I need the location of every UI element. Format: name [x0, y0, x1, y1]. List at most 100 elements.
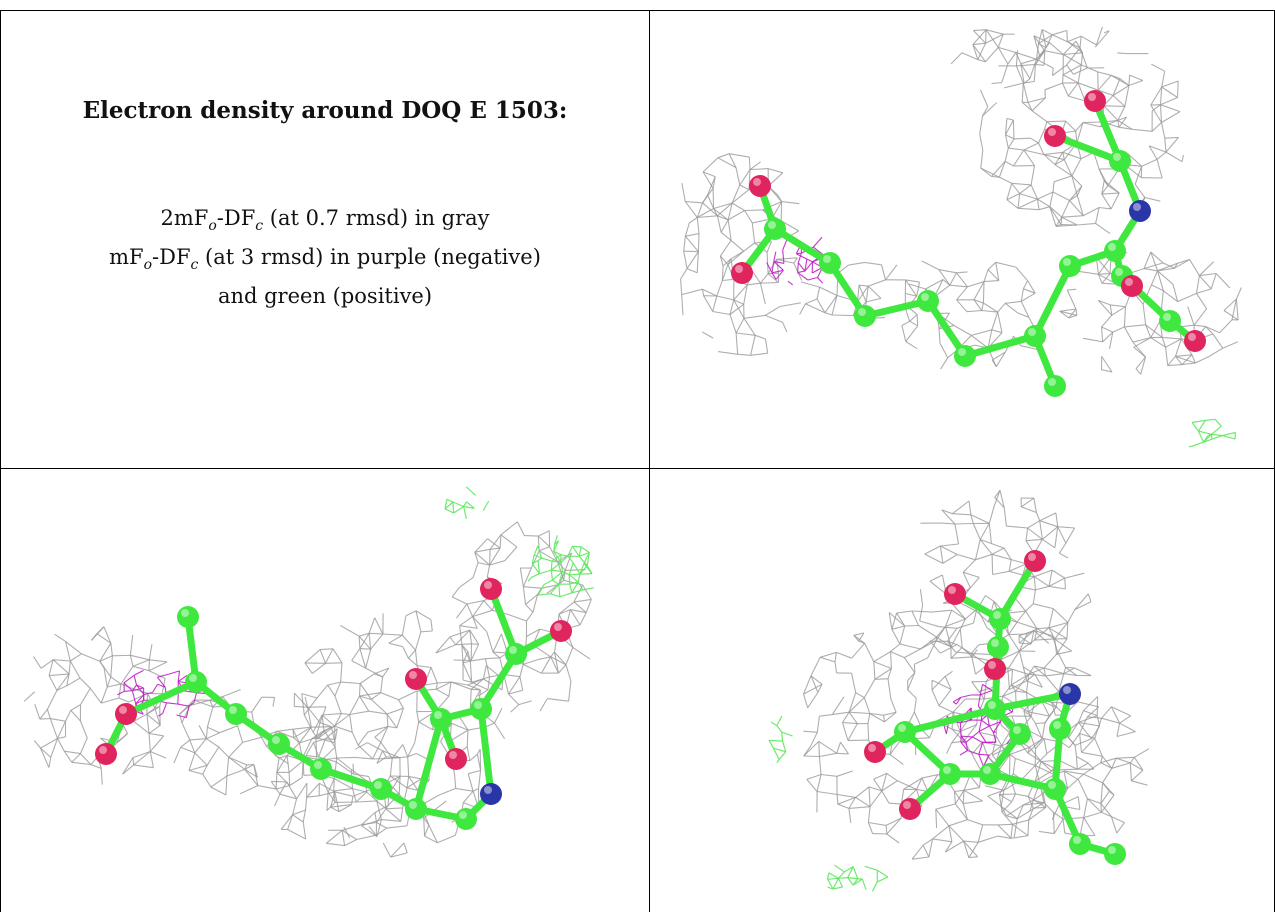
mesh-line — [1010, 669, 1014, 685]
mesh-line — [977, 824, 984, 843]
mesh-line — [940, 644, 958, 654]
mesh-line — [1023, 799, 1034, 806]
mesh-line — [1048, 569, 1053, 587]
mesh-line — [1006, 117, 1014, 121]
mesh-line — [390, 852, 408, 858]
atom-highlight — [768, 221, 776, 229]
mesh-line — [1165, 151, 1183, 163]
mesh-line — [69, 660, 81, 679]
mesh-line — [972, 44, 986, 63]
mesh-line — [1101, 369, 1113, 373]
mesh-line — [1150, 251, 1164, 264]
mesh-line — [1160, 122, 1166, 139]
mesh-line — [891, 612, 898, 630]
mesh-line — [1059, 308, 1077, 312]
mesh-line — [1033, 35, 1050, 44]
mesh-line — [702, 187, 714, 204]
bond — [924, 297, 969, 360]
mesh-line — [766, 262, 773, 274]
mesh-line — [1063, 770, 1084, 775]
mesh-line — [946, 742, 953, 754]
mesh-line — [1062, 74, 1079, 84]
mesh-line — [905, 325, 919, 342]
mesh-line — [1205, 326, 1220, 334]
mesh-line — [960, 735, 973, 738]
mesh-line — [1028, 673, 1046, 677]
mesh-line — [961, 52, 979, 61]
mesh-line — [1077, 82, 1086, 102]
mesh-line — [873, 651, 891, 663]
mesh-line — [279, 793, 297, 800]
mesh-line — [936, 636, 952, 648]
mesh-line — [1034, 665, 1045, 669]
mesh-line — [832, 886, 843, 890]
mesh-line — [1097, 274, 1103, 284]
mesh-line — [471, 643, 479, 645]
mesh-line — [327, 791, 336, 803]
atom-highlight — [509, 646, 517, 654]
mesh-line — [1020, 63, 1031, 79]
mesh-line — [797, 272, 809, 281]
mesh-line — [848, 261, 865, 266]
mesh-line — [48, 659, 54, 676]
mesh-line — [959, 602, 977, 612]
mesh-line — [586, 565, 593, 574]
mesh-line — [1223, 298, 1237, 311]
mesh-line — [330, 806, 340, 813]
mesh-line — [539, 569, 552, 575]
mesh-line — [257, 785, 277, 790]
mesh-line — [739, 184, 750, 191]
atom-highlight — [1088, 93, 1096, 101]
mesh-line — [1174, 338, 1182, 357]
mesh-line — [727, 219, 732, 241]
mesh-line — [415, 610, 432, 621]
mesh-line — [1052, 29, 1068, 36]
mesh-line — [978, 725, 990, 732]
mesh-line — [1016, 610, 1027, 623]
mesh-line — [1015, 690, 1027, 693]
oxygen-atom — [899, 798, 921, 820]
mesh-line — [1142, 304, 1147, 325]
mesh-line — [885, 825, 888, 835]
mesh-line — [472, 616, 488, 633]
mesh-line — [1033, 665, 1046, 677]
mesh-line — [730, 239, 745, 252]
mesh-line — [956, 272, 968, 288]
oxygen-atom — [749, 175, 771, 197]
mesh-line — [1039, 512, 1057, 522]
mesh-line — [1057, 652, 1067, 668]
mesh-line — [832, 878, 839, 890]
mesh-line — [65, 710, 72, 722]
mesh-line — [967, 749, 979, 755]
mesh-line — [39, 709, 48, 720]
mesh-line — [242, 736, 262, 743]
mesh-line — [1161, 337, 1167, 348]
atom-highlight — [409, 671, 417, 679]
mesh-line — [571, 545, 580, 557]
mesh-line — [702, 157, 719, 173]
mesh-line — [921, 260, 940, 271]
mesh-line — [1074, 601, 1092, 611]
mesh-line — [802, 693, 809, 708]
mesh-line — [586, 552, 590, 566]
mesh-line — [1063, 52, 1083, 56]
atom-highlight — [988, 701, 996, 709]
mesh-line — [827, 877, 839, 880]
mesh-line — [1043, 667, 1046, 676]
mesh-line — [848, 797, 857, 809]
mesh-line — [560, 555, 569, 563]
mesh-line — [1001, 811, 1013, 825]
mesh-line — [398, 699, 404, 709]
mesh-line — [978, 742, 984, 755]
mesh-line — [349, 714, 353, 733]
mesh-line — [1087, 798, 1102, 813]
caption-subscript: c — [190, 257, 199, 274]
mesh-line — [1054, 164, 1073, 177]
mesh-line — [971, 329, 992, 336]
mesh-line — [57, 738, 65, 752]
mesh-line — [239, 785, 259, 795]
mesh-line — [736, 332, 756, 336]
mesh-line — [1000, 806, 1008, 817]
mesh-line — [462, 679, 472, 683]
mesh-line — [367, 725, 389, 733]
